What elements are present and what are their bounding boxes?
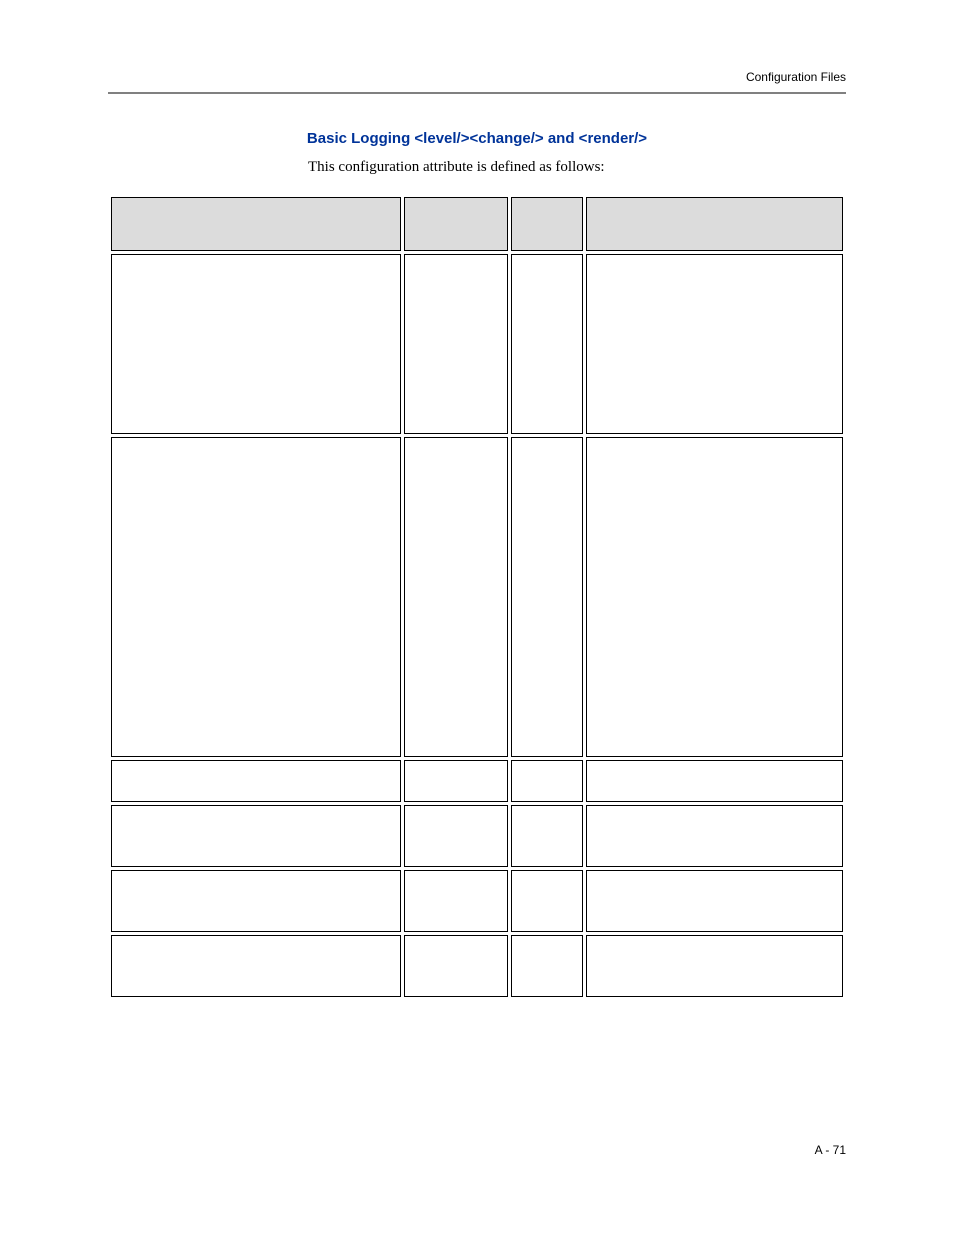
table-cell <box>586 870 843 932</box>
page: Configuration Files Basic Logging <level… <box>0 0 954 1000</box>
table-cell <box>111 437 401 757</box>
col-header-interp <box>586 197 843 251</box>
page-number: A - 71 <box>815 1143 846 1157</box>
table-cell <box>111 760 401 802</box>
table-cell <box>111 805 401 867</box>
table-cell <box>111 935 401 997</box>
table-cell <box>586 760 843 802</box>
table-row <box>111 437 843 757</box>
header-rule <box>108 92 846 94</box>
table-cell <box>404 437 508 757</box>
col-header-attribute <box>111 197 401 251</box>
table-cell <box>586 437 843 757</box>
running-head: Configuration Files <box>108 70 846 84</box>
table-cell <box>111 254 401 434</box>
config-table <box>108 194 846 1000</box>
table-cell <box>111 870 401 932</box>
table-cell <box>404 870 508 932</box>
table-cell <box>511 935 583 997</box>
table-cell <box>404 254 508 434</box>
table-cell <box>511 254 583 434</box>
table-cell <box>586 935 843 997</box>
section-intro: This configuration attribute is defined … <box>308 159 846 176</box>
table-row <box>111 805 843 867</box>
table-row <box>111 254 843 434</box>
table-cell <box>586 254 843 434</box>
table-header-row <box>111 197 843 251</box>
table-row <box>111 935 843 997</box>
table-cell <box>404 805 508 867</box>
section-title: Basic Logging <level/><change/> and <ren… <box>108 130 846 147</box>
col-header-default <box>511 197 583 251</box>
table-cell <box>511 437 583 757</box>
table-cell <box>586 805 843 867</box>
table-row <box>111 870 843 932</box>
table-row <box>111 760 843 802</box>
table-cell <box>404 760 508 802</box>
table-cell <box>511 760 583 802</box>
col-header-permitted <box>404 197 508 251</box>
table-cell <box>404 935 508 997</box>
table-cell <box>511 805 583 867</box>
table-cell <box>511 870 583 932</box>
